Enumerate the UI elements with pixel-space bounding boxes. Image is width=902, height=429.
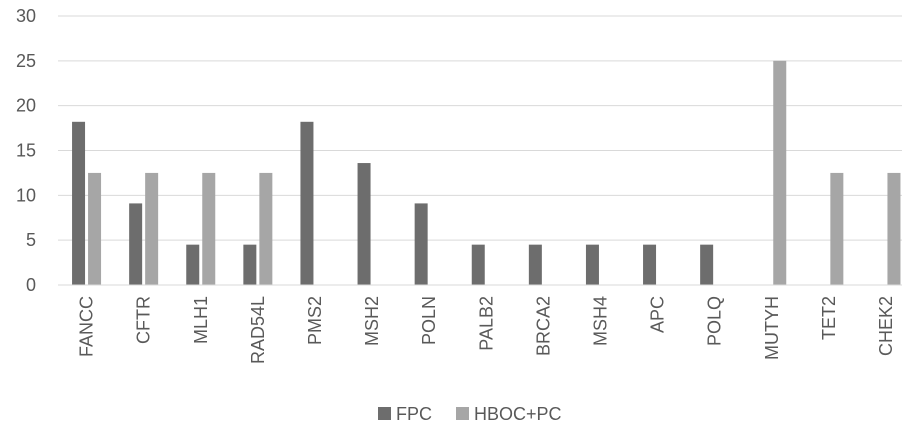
bar-hboc-pc-fancc [88,172,102,285]
x-tick-label: CHEK2 [876,296,896,356]
legend-label: HBOC+PC [474,404,562,424]
x-tick-label: POLQ [705,296,725,346]
y-tick-label: 30 [16,6,36,26]
legend-swatch [378,407,391,420]
bar-hboc-pc-chek2 [887,172,901,285]
gridlines [58,15,902,241]
bar-hboc-pc-mutyh [773,60,787,286]
x-tick-label: MSH4 [590,296,610,346]
bar-fpc-brca2 [528,244,542,285]
bar-fpc-cftr [129,203,143,285]
bar-fpc-poln [414,203,428,285]
bar-hboc-pc-mlh1 [202,172,216,285]
x-tick-label: BRCA2 [533,296,553,356]
legend: FPC HBOC+PC [378,404,562,424]
x-tick-label: PALB2 [476,296,496,351]
y-tick-label: 10 [16,185,36,205]
x-tick-label: MSH2 [362,296,382,346]
y-tick-label: 15 [16,141,36,161]
y-tick-label: 25 [16,51,36,71]
x-tick-label: MUTYH [762,296,782,360]
bar-fpc-palb2 [471,244,485,285]
y-tick-label: 20 [16,96,36,116]
bar-hboc-pc-cftr [145,172,159,285]
bar-fpc-msh2 [357,163,371,285]
x-tick-label: TET2 [819,296,839,340]
x-tick-label: FANCC [77,296,97,357]
y-tick-label: 5 [26,230,36,250]
bar-hboc-pc-tet2 [830,172,844,285]
bar-fpc-fancc [72,121,86,285]
bar-hboc-pc-rad54l [259,172,273,285]
legend-label: FPC [396,404,432,424]
x-tick-label: APC [648,296,668,333]
x-tick-label: CFTR [134,296,154,344]
bar-fpc-mlh1 [186,244,200,285]
y-axis-ticks: 0 5 10 15 20 25 30 [16,6,36,295]
x-tick-label: POLN [419,296,439,345]
y-tick-label: 0 [26,275,36,295]
bar-fpc-apc [643,244,657,285]
x-axis-ticks: FANCC CFTR MLH1 RAD54L PMS2 MSH2 POLN PALB2 BRCA… [77,296,896,364]
bars [72,60,901,286]
bar-fpc-rad54l [243,244,257,285]
bar-fpc-msh4 [585,244,599,285]
bar-fpc-pms2 [300,121,314,285]
x-tick-label: PMS2 [305,296,325,345]
bar-fpc-polq [700,244,714,285]
x-tick-label: RAD54L [248,296,268,364]
legend-swatch [456,407,469,420]
x-tick-label: MLH1 [191,296,211,344]
